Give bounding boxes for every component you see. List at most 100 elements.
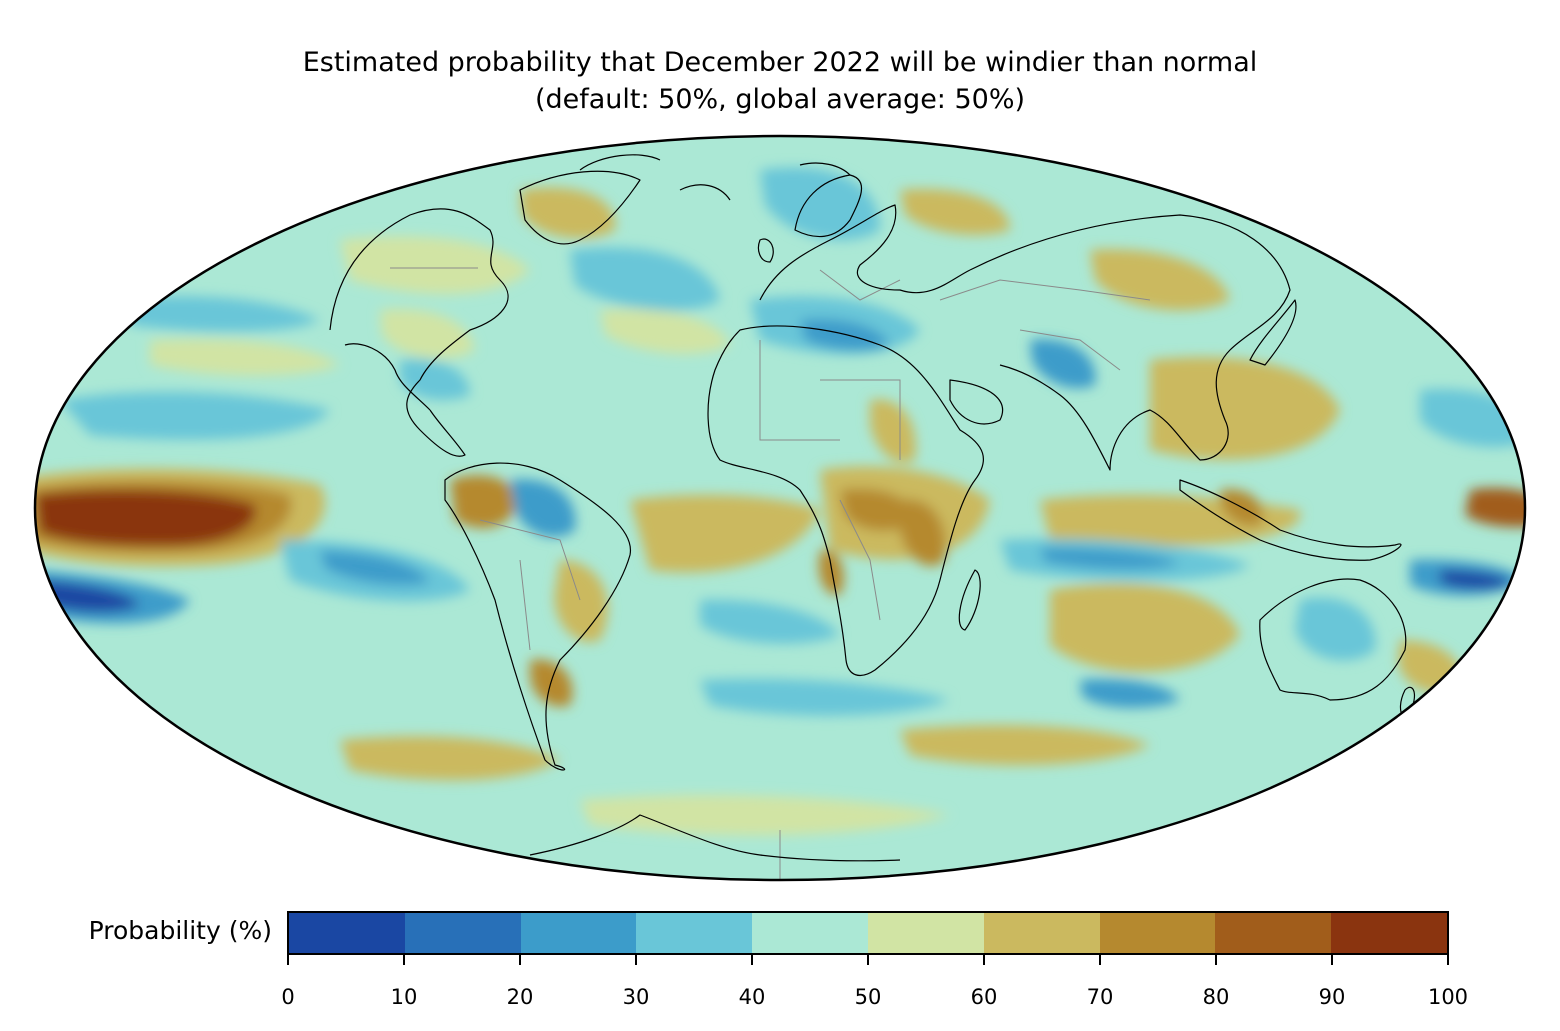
colorbar-segment xyxy=(752,913,868,953)
world-map xyxy=(33,134,1527,882)
colorbar-tick-mark xyxy=(287,955,289,965)
colorbar-tick-mark xyxy=(519,955,521,965)
colorbar-tick-mark xyxy=(1099,955,1101,965)
field-patch-pacific-yellow xyxy=(150,338,340,376)
field-patch-north-atlantic-blue xyxy=(570,247,720,311)
colorbar-tick-mark xyxy=(867,955,869,965)
colorbar-tick-label: 30 xyxy=(622,985,650,1009)
coast-indonesia xyxy=(1179,479,1402,561)
coast-south-america xyxy=(444,462,631,771)
colorbar-tick-label: 90 xyxy=(1318,985,1346,1009)
colorbar-tick-label: 100 xyxy=(1427,985,1469,1009)
colorbar-tick-label: 10 xyxy=(390,985,418,1009)
field-patch-southern-band-east xyxy=(900,725,1150,766)
border-south-america-2 xyxy=(519,559,531,651)
colorbar-tick-label: 0 xyxy=(281,985,295,1009)
field-patch-amazon-blue xyxy=(510,479,576,538)
coast-antarctica xyxy=(529,814,901,862)
colorbar-tick-mark xyxy=(1447,955,1449,965)
colorbar-tick-mark xyxy=(751,955,753,965)
colorbar-segment xyxy=(636,913,753,953)
coast-greenland xyxy=(519,170,641,245)
colorbar-segment xyxy=(983,913,1100,953)
colorbar-tick-label: 70 xyxy=(1086,985,1114,1009)
colorbar-segment xyxy=(1215,913,1332,953)
field-patch-southern-ocean-blue xyxy=(700,678,950,716)
coast-europe xyxy=(759,204,971,301)
field-patch-southern-band-mid xyxy=(580,795,950,836)
coast-british-isles xyxy=(757,238,774,263)
colorbar xyxy=(287,911,1449,955)
colorbar-tick-label: 60 xyxy=(970,985,998,1009)
field-patch-south-atlantic-blue xyxy=(700,599,840,644)
field-patch-southwest-pacific-blue-core xyxy=(1440,570,1512,589)
coast-central-america xyxy=(344,343,431,411)
colorbar-segment xyxy=(520,913,637,953)
coast-north-america xyxy=(329,208,509,457)
field-patch-east-pacific xyxy=(1465,488,1525,527)
field-patch-gulf-mexico-blue xyxy=(400,359,470,400)
title-line-1: Estimated probability that December 2022… xyxy=(302,47,1258,78)
field-patch-south-pacific-blue-core xyxy=(320,550,430,586)
field-patch-north-pacific-blue xyxy=(60,391,330,440)
colorbar-tick-mark xyxy=(1331,955,1333,965)
field-patch-australia-blue xyxy=(1295,597,1376,661)
colorbar-segment xyxy=(1099,913,1216,953)
field-patch-colombia-high xyxy=(450,475,520,529)
coast-africa xyxy=(707,325,984,677)
colorbar-segment xyxy=(404,913,521,953)
field-patch-southern-band-west xyxy=(340,736,560,781)
colorbar-label: Probability (%) xyxy=(88,916,272,945)
border-south-america-1 xyxy=(479,519,581,601)
chart-title: Estimated probability that December 2022… xyxy=(0,44,1560,118)
coast-arabia xyxy=(949,379,1004,425)
field-patch-north-pacific-streak xyxy=(120,296,320,332)
coast-australia xyxy=(1259,578,1407,701)
coast-madagascar xyxy=(958,569,981,631)
colorbar-tick-mark xyxy=(403,955,405,965)
border-asia-2 xyxy=(1019,329,1121,371)
field-patch-southern-indian-ocean-outer xyxy=(1050,583,1240,672)
field-patch-atlantic-yellow xyxy=(630,494,820,573)
field-patch-south-of-australia xyxy=(1080,679,1180,708)
field-patch-tibet-blue xyxy=(1030,339,1096,389)
coast-asia xyxy=(969,214,1291,471)
colorbar-tick-label: 40 xyxy=(738,985,766,1009)
field-patch-indian-ocean-blue-core xyxy=(1040,547,1180,570)
colorbar-tick-mark xyxy=(635,955,637,965)
colorbar-tick-label: 80 xyxy=(1202,985,1230,1009)
border-europe-1 xyxy=(819,269,901,301)
field-patch-scandinavia xyxy=(760,167,880,241)
field-patch-pacific-band-core xyxy=(35,489,256,547)
field-patch-greenland xyxy=(520,187,616,239)
border-africa-3 xyxy=(839,499,881,621)
field-patch-east-africa xyxy=(900,499,946,566)
coast-japan xyxy=(1249,299,1297,366)
mollweide-map-svg xyxy=(33,134,1527,882)
border-africa-2 xyxy=(820,379,901,460)
field-patch-central-us xyxy=(380,309,475,359)
probability-field xyxy=(35,136,1525,880)
border-africa-1 xyxy=(759,340,840,441)
title-line-2: (default: 50%, global average: 50%) xyxy=(534,84,1026,115)
field-patch-central-asia xyxy=(1090,249,1230,311)
border-asia-1 xyxy=(939,279,1151,301)
colorbar-tick-label: 20 xyxy=(506,985,534,1009)
field-patch-blue-band-core xyxy=(40,580,140,613)
map-outline xyxy=(33,134,1527,882)
field-patch-north-russia xyxy=(900,189,1010,235)
coastlines xyxy=(329,154,1415,862)
colorbar-ticks: 0 10 20 30 40 50 60 70 80 90 100 xyxy=(281,955,1468,1009)
coast-scandinavia xyxy=(794,174,863,238)
field-patch-north-atlantic-yellow xyxy=(600,309,730,354)
colorbar-tick-mark xyxy=(983,955,985,965)
colorbar-tick-mark xyxy=(1215,955,1217,965)
colorbar-tick-label: 50 xyxy=(854,985,882,1009)
country-borders xyxy=(390,267,1151,880)
field-patch-canada xyxy=(340,236,530,294)
field-patch-south-china-sea-outer xyxy=(1150,357,1340,460)
colorbar-segment xyxy=(289,913,405,953)
coast-arctic-islands xyxy=(579,154,851,201)
colorbar-segment xyxy=(867,913,984,953)
field-patch-mozambique xyxy=(818,549,844,596)
